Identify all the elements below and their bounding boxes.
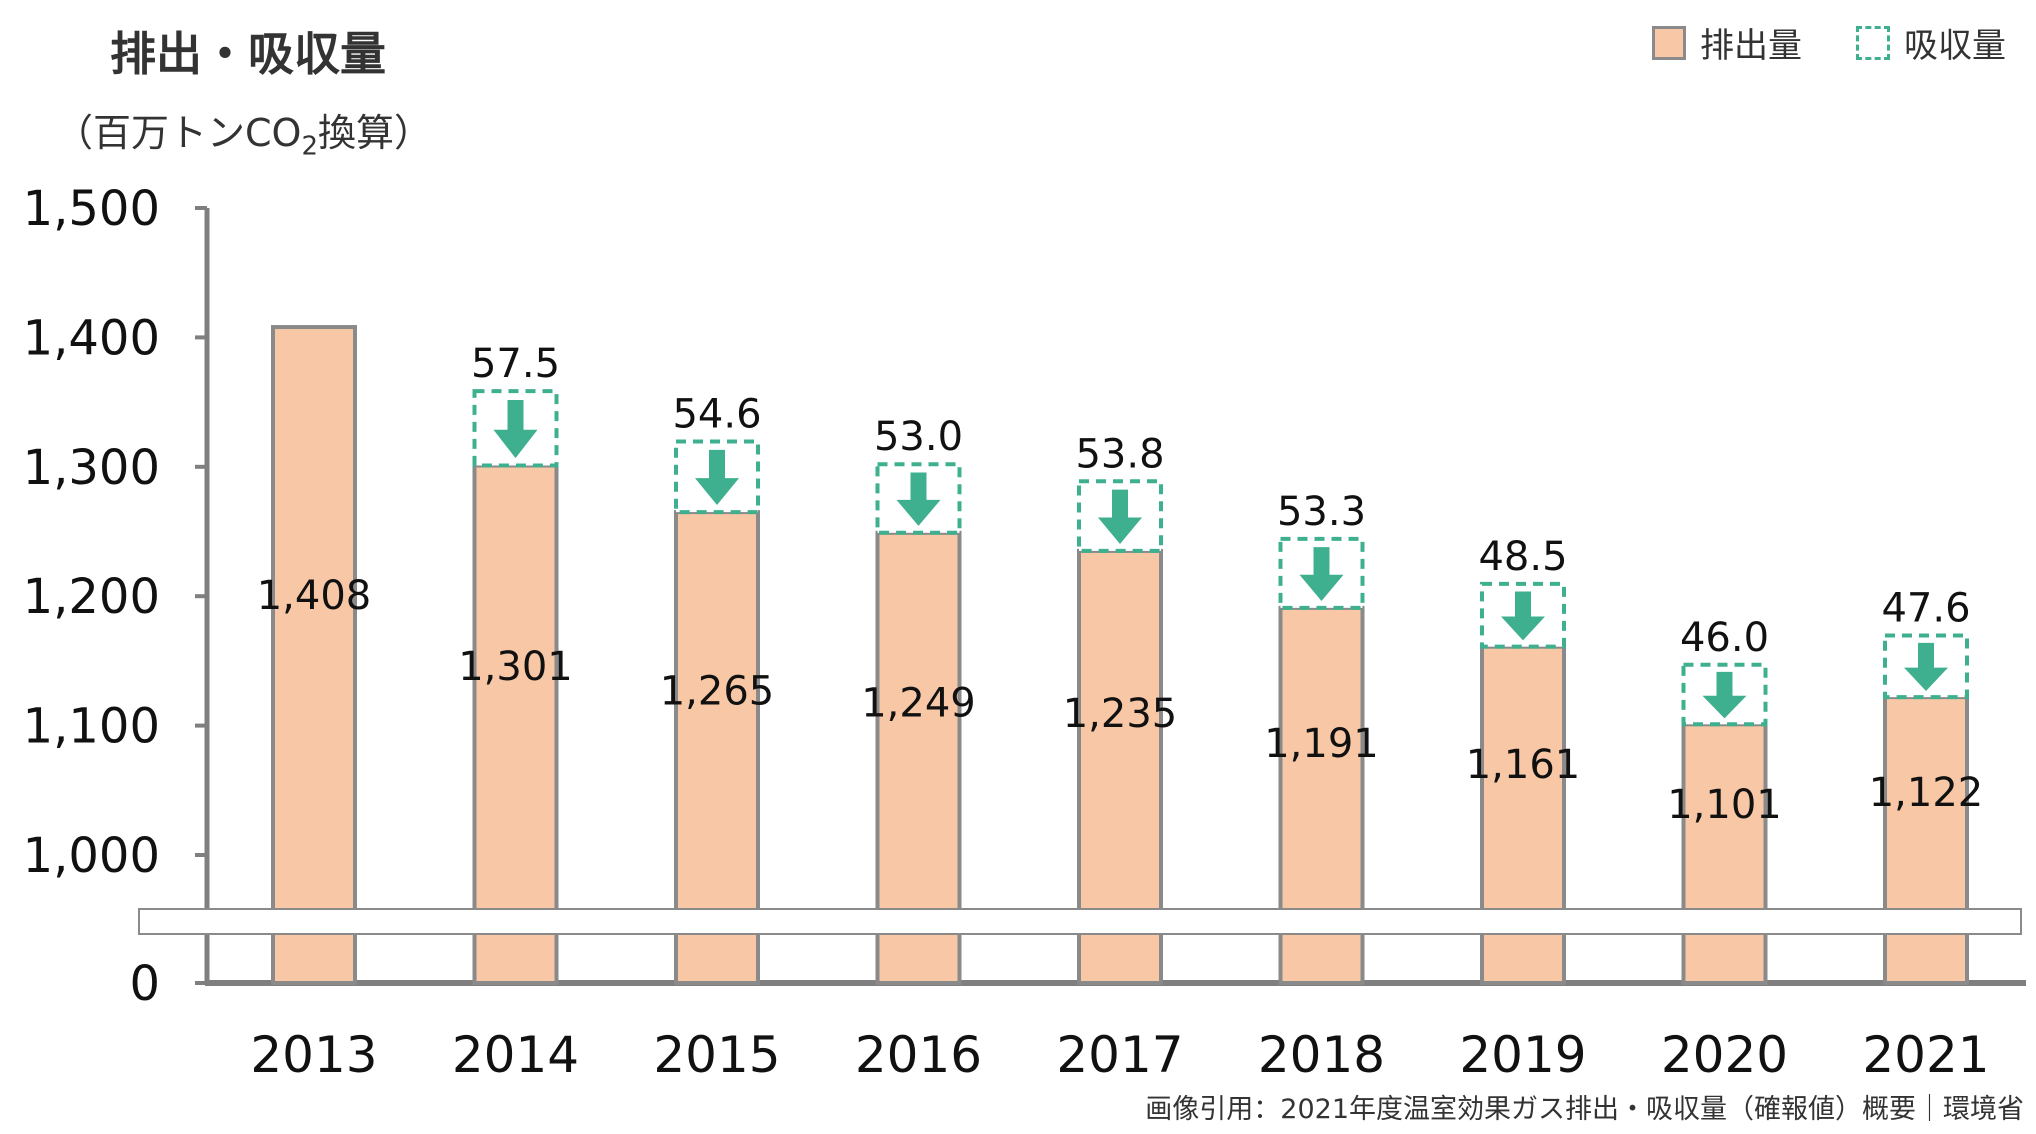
absorption-mark — [674, 439, 760, 515]
absorption-value-label: 57.5 — [471, 341, 560, 387]
y-tick-label: 1,000 — [23, 828, 160, 884]
absorption-mark — [1883, 633, 1969, 700]
y-tick-label: 1,400 — [23, 310, 160, 366]
down-arrow-icon — [1501, 591, 1545, 641]
emission-value-label: 1,235 — [1063, 691, 1178, 737]
down-arrow-icon — [896, 472, 941, 526]
legend-label-absorption: 吸収量 — [1904, 26, 2006, 66]
emission-value-label: 1,265 — [660, 669, 775, 715]
legend-swatch-emission — [1652, 25, 1686, 60]
emission-bar — [674, 510, 760, 986]
absorption-value-label: 48.5 — [1478, 534, 1567, 580]
y-tick-label: 0 — [129, 956, 160, 1012]
emission-value-label: 1,101 — [1667, 782, 1782, 828]
down-arrow-icon — [1904, 642, 1948, 691]
x-tick-label: 2013 — [250, 1026, 377, 1084]
down-arrow-icon — [493, 400, 538, 459]
x-tick-label: 2014 — [452, 1026, 579, 1084]
down-arrow-icon — [1702, 671, 1747, 719]
chart-title: 排出・吸収量 — [110, 27, 386, 81]
down-arrow-icon — [695, 449, 739, 506]
absorption-value-label: 53.8 — [1075, 431, 1164, 477]
emission-value-label: 1,408 — [257, 573, 372, 619]
emission-value-label: 1,161 — [1466, 742, 1581, 788]
unit-prefix: （百万トンCO — [55, 111, 302, 155]
y-tick-label: 1,200 — [23, 569, 160, 625]
absorption-mark — [1077, 479, 1163, 553]
emission-bar — [1883, 695, 1969, 986]
absorption-mark — [1278, 536, 1365, 610]
absorption-mark — [875, 462, 962, 535]
emission-value-label: 1,249 — [861, 680, 976, 726]
y-tick-label: 1,100 — [23, 699, 160, 755]
x-tick-label: 2021 — [1862, 1026, 1989, 1084]
emission-bar — [1681, 722, 1768, 986]
unit-label: （百万トンCO2換算） — [55, 102, 432, 162]
unit-subscript: 2 — [301, 131, 318, 162]
x-tick-label: 2016 — [855, 1026, 982, 1084]
axis-break-band — [138, 908, 2022, 935]
y-tick-label: 1,500 — [23, 181, 160, 237]
x-tick-label: 2018 — [1258, 1026, 1385, 1084]
y-tick-label: 1,300 — [23, 440, 160, 496]
emission-bar — [271, 325, 357, 986]
legend: 排出量 吸収量 — [1652, 18, 2006, 67]
down-arrow-icon — [1299, 547, 1344, 601]
absorption-mark — [1681, 662, 1768, 727]
absorption-value-label: 53.0 — [874, 414, 963, 460]
absorption-value-label: 47.6 — [1881, 586, 1970, 632]
x-tick-label: 2015 — [653, 1026, 780, 1084]
absorption-value-label: 53.3 — [1277, 489, 1366, 535]
unit-suffix: 換算） — [318, 111, 433, 155]
absorption-value-label: 46.0 — [1680, 615, 1769, 661]
x-tick-label: 2019 — [1459, 1026, 1586, 1084]
legend-swatch-absorption — [1856, 25, 1890, 60]
x-tick-label: 2017 — [1056, 1026, 1183, 1084]
emission-value-label: 1,301 — [458, 644, 573, 690]
emission-bar — [472, 463, 559, 986]
emission-value-label: 1,191 — [1264, 721, 1379, 767]
absorption-mark — [1480, 581, 1566, 649]
legend-label-emission: 排出量 — [1700, 26, 1802, 66]
down-arrow-icon — [1098, 489, 1142, 544]
x-tick-label: 2020 — [1661, 1026, 1788, 1084]
absorption-mark — [472, 389, 559, 468]
absorption-value-label: 54.6 — [672, 391, 761, 437]
emission-value-label: 1,122 — [1869, 770, 1984, 816]
source-note: 画像引用：2021年度温室効果ガス排出・吸収量（確報値）概要｜環境省 — [1145, 1094, 2024, 1125]
